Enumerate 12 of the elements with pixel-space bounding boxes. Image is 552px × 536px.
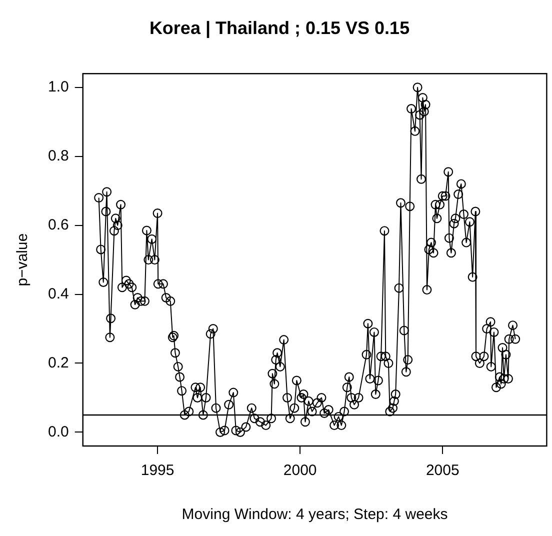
chart-title: Korea | Thailand ; 0.15 VS 0.15 <box>149 18 410 38</box>
y-axis-title: p−value <box>14 233 32 286</box>
y-tick-label: 0.6 <box>48 216 69 234</box>
y-tick-label: 0.0 <box>48 423 69 440</box>
x-tick-label: 2005 <box>426 462 460 480</box>
x-axis-title: Moving Window: 4 years; Step: 4 weeks <box>182 506 448 524</box>
y-tick-label: 0.2 <box>48 354 69 372</box>
y-tick-label: 0.4 <box>48 285 69 302</box>
x-tick-label: 1995 <box>140 462 174 480</box>
y-tick-label: 1.0 <box>48 78 69 96</box>
y-tick-label: 0.8 <box>48 147 69 164</box>
x-tick-label: 2000 <box>283 462 317 480</box>
